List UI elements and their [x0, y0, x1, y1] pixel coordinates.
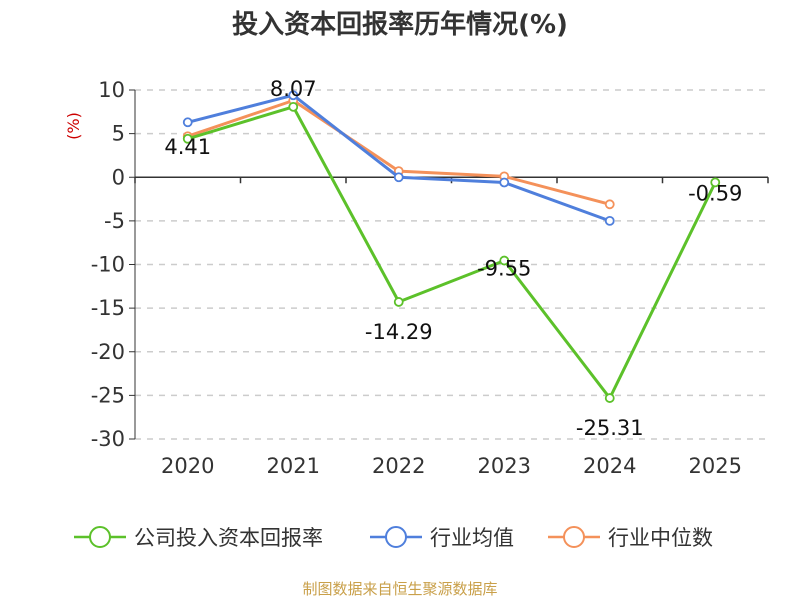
data-point [182, 133, 193, 144]
source-note: 制图数据来自恒生聚源数据库 [302, 580, 498, 598]
data-point [393, 297, 404, 307]
series-line [187, 99, 611, 206]
data-point [710, 177, 721, 188]
y-tick-label: -20 [91, 340, 125, 364]
y-tick-label: -25 [91, 383, 125, 407]
data-point [499, 255, 510, 266]
x-tick-label: 2023 [478, 454, 531, 478]
data-label: -0.59 [688, 181, 742, 205]
legend-label: 行业中位数 [608, 526, 713, 550]
y-tick-label: -30 [91, 427, 125, 451]
series-line [187, 105, 717, 400]
data-point [604, 215, 615, 226]
y-tick-label: 10 [98, 78, 125, 102]
data-label: -9.55 [477, 257, 531, 281]
data-label: 4.41 [164, 135, 211, 159]
data-point [288, 90, 299, 101]
y-tick-label: -15 [91, 296, 125, 320]
y-tick-label: 0 [112, 165, 125, 189]
axis-layer: 10 5 0 -5 -10 -15 -20 -25 -30 2020 2021 2022 2023 202… [64, 78, 769, 478]
y-tick-label: 5 [112, 122, 125, 146]
legend-marker [89, 526, 111, 548]
legend-label: 公司投入资本回报率 [134, 526, 323, 550]
legend-label: 行业均值 [430, 526, 514, 550]
data-label: -14.29 [365, 320, 433, 344]
data-label-layer: 4.41 8.07 -14.29 -9.55 -25.31 -0.59 [164, 77, 742, 440]
x-tick-label: 2024 [583, 454, 636, 478]
data-label: -25.31 [576, 416, 644, 440]
x-tick-label: 2020 [161, 454, 214, 478]
series-layer [182, 90, 721, 403]
grid-layer [135, 89, 768, 440]
data-point [604, 199, 615, 210]
y-tick-label: -10 [91, 253, 125, 277]
data-point [604, 393, 615, 403]
x-tick-label: 2021 [267, 454, 320, 478]
legend-marker [385, 526, 407, 548]
data-point [499, 177, 510, 188]
y-tick-label: -5 [104, 209, 125, 233]
x-tick-label: 2022 [372, 454, 425, 478]
legend-marker [563, 526, 585, 548]
data-point [393, 172, 404, 183]
data-label: 8.07 [270, 77, 317, 101]
data-point [182, 117, 193, 128]
data-point [288, 101, 299, 112]
y-axis-label: (%) [64, 112, 83, 140]
x-tick-label: 2025 [689, 454, 742, 478]
chart-title: 投入资本回报率历年情况(%) [232, 10, 568, 40]
legend: 公司投入资本回报率 行业均值 行业中位数 [74, 526, 713, 550]
